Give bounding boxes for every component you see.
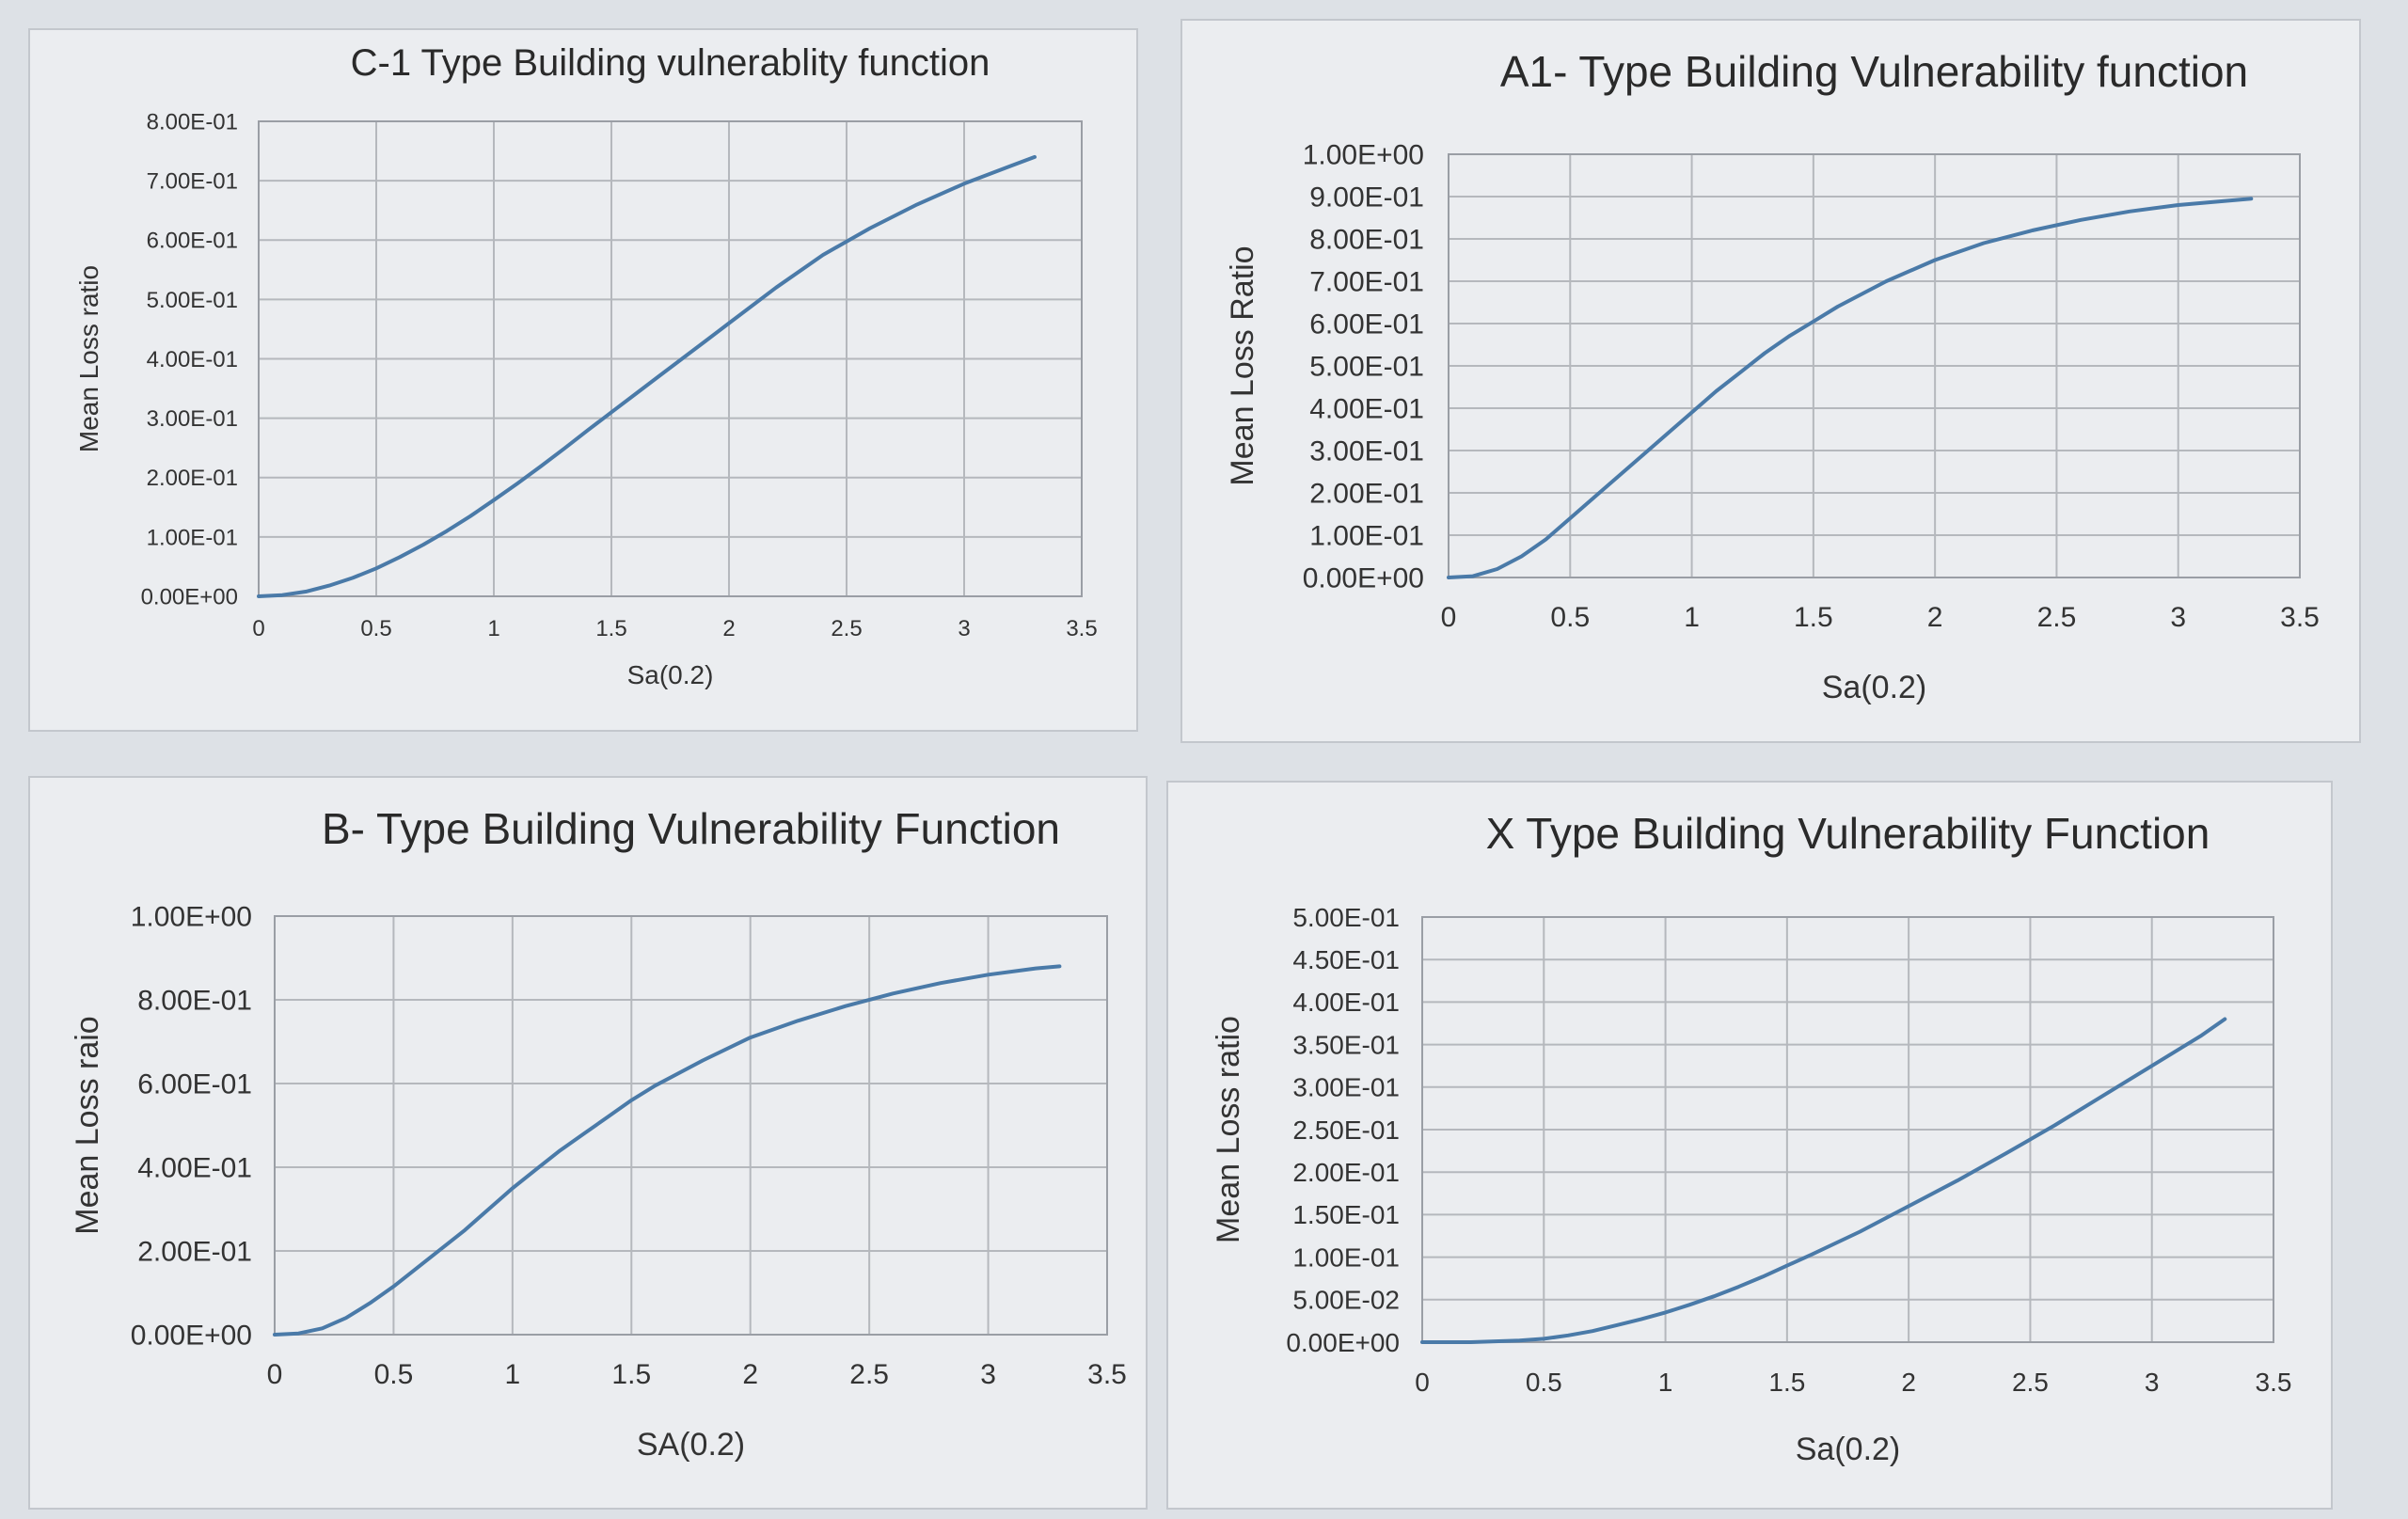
x-tick-label: 2 xyxy=(1927,602,1943,633)
x-tick-label: 0.5 xyxy=(374,1359,414,1390)
y-tick-label: 4.50E-01 xyxy=(1292,945,1400,974)
y-axis-label: Mean Loss ratio xyxy=(74,265,103,452)
chart-title: A1- Type Building Vulnerability function xyxy=(1500,47,2248,96)
y-tick-label: 5.00E-02 xyxy=(1292,1286,1400,1315)
y-tick-label: 6.00E-01 xyxy=(147,229,238,254)
x-axis-label: SA(0.2) xyxy=(637,1427,745,1463)
y-tick-label: 7.00E-01 xyxy=(147,169,238,195)
y-tick-label: 0.00E+00 xyxy=(1303,563,1424,594)
y-tick-label: 2.00E-01 xyxy=(137,1237,252,1268)
x-tick-label: 1 xyxy=(505,1359,521,1390)
x-tick-label: 3 xyxy=(980,1359,996,1390)
chart-svg: X Type Building Vulnerability Function 0.… xyxy=(1211,809,2292,1467)
series-line xyxy=(1420,1017,2227,1344)
x-axis-label: Sa(0.2) xyxy=(1796,1432,1901,1467)
y-tick-label: 2.00E-01 xyxy=(1292,1158,1400,1187)
y-tick-label: 2.00E-01 xyxy=(1309,479,1424,510)
chart-title: X Type Building Vulnerability Function xyxy=(1486,809,2210,858)
y-axis-label: Mean Loss ratio xyxy=(1211,1016,1246,1243)
plot-area xyxy=(258,120,1083,597)
y-tick-label: 1.50E-01 xyxy=(1292,1200,1400,1229)
y-tick-label: 7.00E-01 xyxy=(1309,267,1424,298)
y-tick-label: 5.00E-01 xyxy=(1292,903,1400,932)
y-tick-label: 1.00E-01 xyxy=(1309,521,1424,552)
plot-area xyxy=(274,915,1108,1336)
x-tick-label: 3 xyxy=(2145,1368,2160,1397)
x-tick-label: 2.5 xyxy=(2037,602,2077,633)
y-tick-label: 5.00E-01 xyxy=(147,288,238,313)
x-tick-label: 0 xyxy=(252,616,264,641)
x-tick-label: 3.5 xyxy=(2256,1368,2292,1397)
plot-area xyxy=(1448,153,2301,578)
x-tick-label: 1.5 xyxy=(1794,602,1833,633)
y-axis-label: Mean Loss raio xyxy=(70,1016,105,1234)
x-tick-label: 1 xyxy=(487,616,499,641)
x-tick-label: 2 xyxy=(1901,1368,1916,1397)
y-tick-label: 0.00E+00 xyxy=(131,1321,252,1352)
x-tick-label: 1 xyxy=(1684,602,1700,633)
x-tick-label: 0.5 xyxy=(1526,1368,1562,1397)
x-tick-label: 3 xyxy=(958,616,970,641)
x-tick-label: 1.5 xyxy=(595,616,626,641)
y-tick-label: 3.00E-01 xyxy=(147,406,238,432)
x-tick-label: 2.5 xyxy=(831,616,862,641)
x-tick-label: 2.5 xyxy=(849,1359,889,1390)
x-tick-label: 2 xyxy=(742,1359,758,1390)
x-tick-label: 3.5 xyxy=(1087,1359,1127,1390)
y-tick-label: 4.00E-01 xyxy=(147,347,238,372)
y-tick-label: 4.00E-01 xyxy=(137,1153,252,1184)
x-tick-label: 0 xyxy=(267,1359,283,1390)
y-axis-label: Mean Loss Ratio xyxy=(1225,245,1260,485)
chart-svg: B- Type Building Vulnerability Function 0… xyxy=(70,804,1127,1463)
chart-panel-a1: A1- Type Building Vulnerability function… xyxy=(1180,19,2361,743)
chart-panel-x: X Type Building Vulnerability Function 0.… xyxy=(1166,781,2333,1510)
y-tick-label: 8.00E-01 xyxy=(137,986,252,1017)
x-axis-label: Sa(0.2) xyxy=(1822,670,1927,705)
y-tick-label: 2.00E-01 xyxy=(147,466,238,491)
y-tick-label: 1.00E-01 xyxy=(1292,1242,1400,1272)
chart-panel-b: B- Type Building Vulnerability Function 0… xyxy=(28,776,1148,1510)
y-tick-label: 5.00E-01 xyxy=(1309,352,1424,383)
x-tick-label: 1.5 xyxy=(1768,1368,1805,1397)
plot-area xyxy=(1421,916,2274,1343)
x-tick-label: 3 xyxy=(2170,602,2186,633)
x-axis-label: Sa(0.2) xyxy=(627,660,714,689)
series-line xyxy=(1447,197,2254,579)
y-tick-label: 8.00E-01 xyxy=(147,109,238,134)
y-tick-label: 1.00E+00 xyxy=(131,902,252,933)
series-line xyxy=(257,154,1037,598)
chart-title: B- Type Building Vulnerability Function xyxy=(322,804,1060,853)
y-tick-label: 4.00E-01 xyxy=(1292,988,1400,1017)
x-tick-label: 0.5 xyxy=(1550,602,1590,633)
chart-svg: A1- Type Building Vulnerability function… xyxy=(1225,47,2320,705)
y-tick-label: 6.00E-01 xyxy=(137,1069,252,1100)
y-tick-label: 0.00E+00 xyxy=(141,584,238,609)
series-line xyxy=(273,964,1062,1337)
y-tick-label: 3.00E-01 xyxy=(1309,436,1424,467)
x-tick-label: 2.5 xyxy=(2012,1368,2049,1397)
y-tick-label: 2.50E-01 xyxy=(1292,1116,1400,1145)
x-tick-label: 1 xyxy=(1658,1368,1673,1397)
y-tick-label: 3.50E-01 xyxy=(1292,1030,1400,1059)
y-tick-label: 3.00E-01 xyxy=(1292,1073,1400,1102)
chart-panel-c1: C-1 Type Building vulnerablity function 0… xyxy=(28,28,1138,732)
y-tick-label: 4.00E-01 xyxy=(1309,394,1424,425)
x-tick-label: 1.5 xyxy=(611,1359,651,1390)
x-tick-label: 0.5 xyxy=(360,616,391,641)
x-tick-label: 2 xyxy=(722,616,735,641)
y-tick-label: 8.00E-01 xyxy=(1309,225,1424,256)
x-tick-label: 3.5 xyxy=(1066,616,1097,641)
y-tick-label: 1.00E+00 xyxy=(1303,140,1424,171)
y-tick-label: 1.00E-01 xyxy=(147,525,238,550)
y-tick-label: 9.00E-01 xyxy=(1309,182,1424,214)
y-tick-label: 6.00E-01 xyxy=(1309,309,1424,340)
x-tick-label: 0 xyxy=(1415,1368,1430,1397)
x-tick-label: 0 xyxy=(1441,602,1457,633)
y-tick-label: 0.00E+00 xyxy=(1286,1328,1400,1357)
chart-title: C-1 Type Building vulnerablity function xyxy=(351,42,990,84)
x-tick-label: 3.5 xyxy=(2280,602,2320,633)
chart-svg: C-1 Type Building vulnerablity function 0… xyxy=(74,42,1098,689)
